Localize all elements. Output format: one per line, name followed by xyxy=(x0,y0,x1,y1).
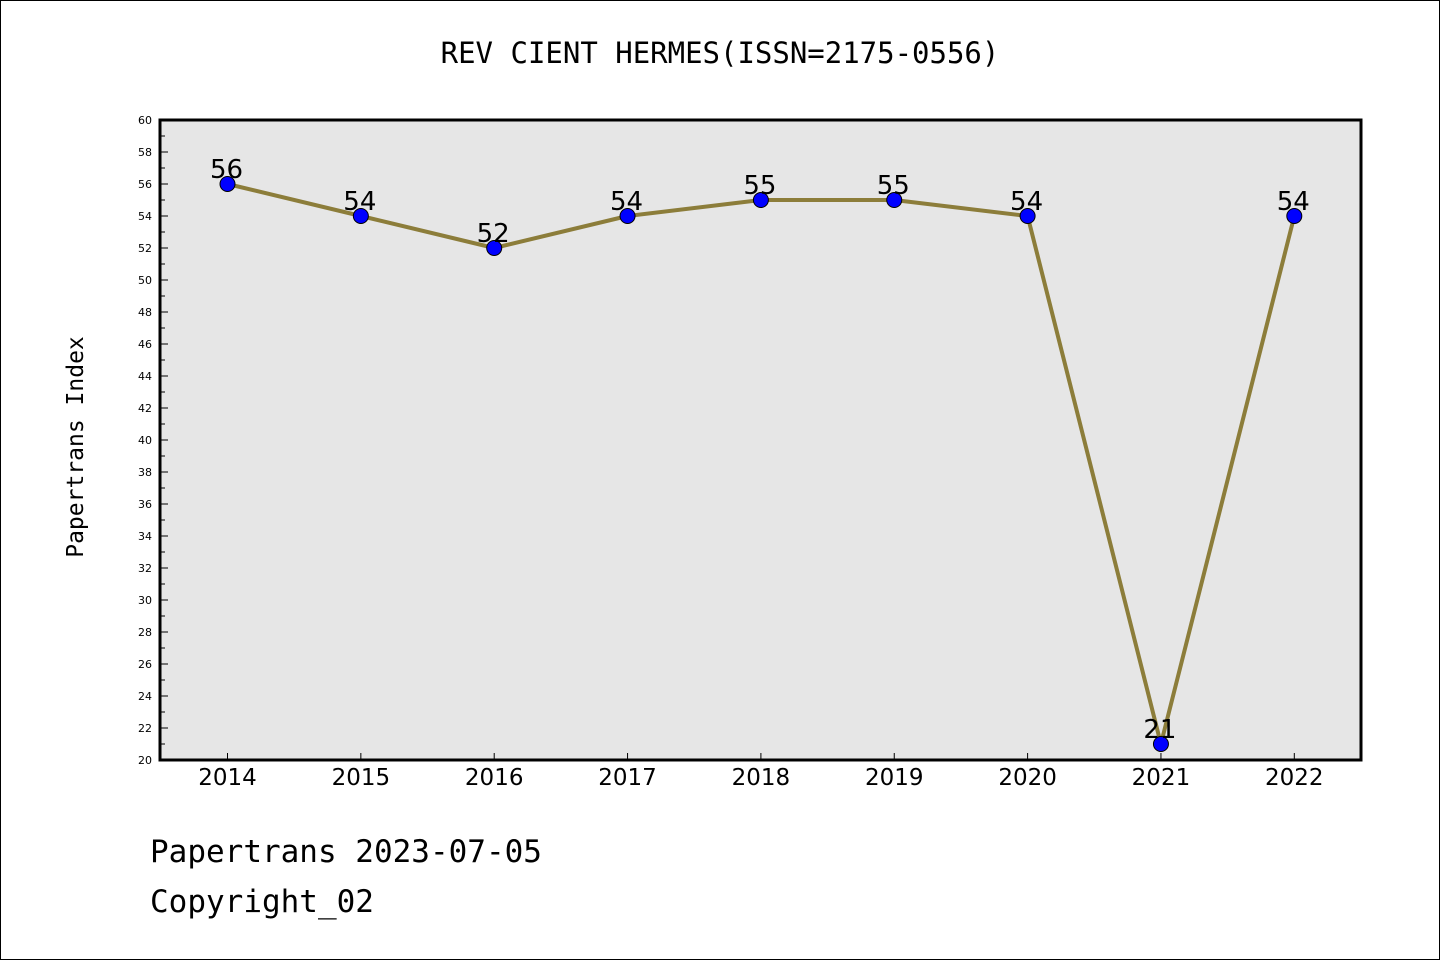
data-point xyxy=(1152,736,1169,752)
x-tick-label: 2015 xyxy=(332,765,391,791)
y-tick-label: 20 xyxy=(138,754,152,767)
y-tick-label: 48 xyxy=(138,306,152,319)
y-tick-label: 42 xyxy=(138,402,152,415)
y-tick-label: 34 xyxy=(138,530,152,543)
data-point xyxy=(1019,208,1036,224)
y-tick-label: 56 xyxy=(138,178,152,191)
data-point xyxy=(619,208,636,224)
data-label: 52 xyxy=(477,219,510,249)
footer-copyright: Copyright_02 xyxy=(150,884,374,920)
y-tick-label: 52 xyxy=(138,242,152,255)
x-tick-label: 2014 xyxy=(198,765,257,791)
data-point xyxy=(352,208,369,224)
y-tick-label: 58 xyxy=(138,146,152,159)
data-point xyxy=(886,192,903,208)
chart-title: REV CIENT HERMES(ISSN=2175-0556) xyxy=(440,36,1000,70)
y-tick-label: 30 xyxy=(138,594,152,607)
x-tick-label: 2016 xyxy=(465,765,524,791)
footer-source: Papertrans 2023-07-05 xyxy=(150,834,542,870)
x-tick-label: 2017 xyxy=(598,765,657,791)
x-tick-label: 2020 xyxy=(998,765,1057,791)
y-tick-label: 32 xyxy=(138,562,152,575)
x-tick-label: 2018 xyxy=(732,765,791,791)
x-tick-label: 2022 xyxy=(1265,765,1324,791)
plot-border xyxy=(158,118,1363,762)
y-tick-label: 44 xyxy=(138,370,152,383)
x-tick-label: 2019 xyxy=(865,765,924,791)
data-label: 54 xyxy=(1277,187,1310,217)
data-label: 55 xyxy=(743,171,776,201)
plot-area xyxy=(160,120,1361,760)
data-label: 21 xyxy=(1143,715,1176,745)
data-label: 54 xyxy=(610,187,643,217)
data-label: 54 xyxy=(343,187,376,217)
x-tick-label: 2021 xyxy=(1132,765,1191,791)
data-point xyxy=(219,176,236,192)
y-tick-label: 22 xyxy=(138,722,152,735)
series-markers xyxy=(219,176,1303,752)
data-point xyxy=(1286,208,1303,224)
y-tick-label: 46 xyxy=(138,338,152,351)
y-tick-label: 26 xyxy=(138,658,152,671)
data-point xyxy=(486,240,503,256)
data-labels: 56 54 52 54 55 55 54 21 54 xyxy=(210,155,1310,745)
y-tick-label: 24 xyxy=(138,690,152,703)
x-axis: 2014 2015 2016 2017 2018 2019 2020 2021 2022 xyxy=(198,753,1324,791)
y-tick-label: 40 xyxy=(138,434,152,447)
y-tick-label: 38 xyxy=(138,466,152,479)
data-label: 54 xyxy=(1010,187,1043,217)
data-label: 56 xyxy=(210,155,243,185)
y-tick-label: 60 xyxy=(138,114,152,127)
y-tick-label: 28 xyxy=(138,626,152,639)
y-tick-label: 50 xyxy=(138,274,152,287)
data-label: 55 xyxy=(877,171,910,201)
y-tick-label: 36 xyxy=(138,498,152,511)
y-tick-label: 54 xyxy=(138,210,152,223)
y-axis: 20 22 24 26 28 30 32 34 36 38 40 42 44 46 48 50 52 54 56 58… xyxy=(138,114,168,767)
data-point xyxy=(752,192,769,208)
